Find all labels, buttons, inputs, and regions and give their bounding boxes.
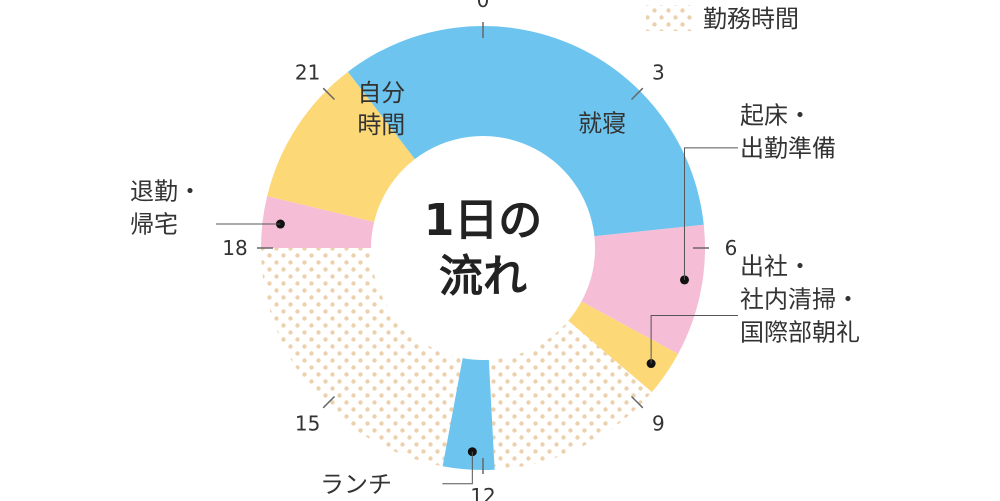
segment-free-7 <box>267 71 415 222</box>
tick-mark <box>630 87 644 101</box>
tick-mark <box>630 395 644 409</box>
segment-commute-6 <box>261 196 375 248</box>
callout-label: 起床・ <box>740 101 812 129</box>
legend-swatch <box>646 5 692 31</box>
segment-free-2 <box>568 301 679 393</box>
callout-leader-line <box>442 451 473 485</box>
callout-label: ランチ <box>320 471 392 499</box>
tick-label: 15 <box>295 411 320 435</box>
legend: 勤務時間 <box>646 5 799 33</box>
callout-leader-line <box>683 147 738 280</box>
segment-sleep-4 <box>442 358 495 470</box>
segment-label: 自分 <box>357 79 405 107</box>
segment-label: 時間 <box>357 111 405 139</box>
tick-label: 6 <box>725 236 738 260</box>
tick-label: 21 <box>295 61 320 85</box>
donut-segments <box>261 25 706 470</box>
callout-label: 社内清掃・ <box>740 286 860 314</box>
tick-mark <box>322 87 336 101</box>
callout-label: 帰宅 <box>130 211 178 239</box>
legend-label: 勤務時間 <box>703 5 799 33</box>
center-label-line: 1日の <box>424 195 543 246</box>
tick-label: 0 <box>477 0 490 12</box>
callout-label: 国際部朝礼 <box>740 319 860 347</box>
tick-label: 18 <box>222 236 247 260</box>
segment-work-3 <box>488 320 652 470</box>
callout-label: 出社・ <box>740 253 812 281</box>
segment-sleep-0 <box>347 25 704 237</box>
center-label-line: 流れ <box>439 251 527 302</box>
callout-leader-line <box>650 315 738 364</box>
tick-mark <box>322 395 336 409</box>
hour-ticks: 0 3 6 9 12 15 18 21 <box>222 0 737 501</box>
tick-label: 9 <box>652 411 665 435</box>
segment-work-5 <box>261 248 463 467</box>
segment-label: 就寝 <box>578 110 626 138</box>
segment-commute-1 <box>581 224 706 354</box>
tick-label: 12 <box>470 484 495 501</box>
tick-label: 3 <box>652 61 665 85</box>
callout-label: 退勤・ <box>130 178 202 206</box>
callout-label: 出勤準備 <box>740 134 836 162</box>
